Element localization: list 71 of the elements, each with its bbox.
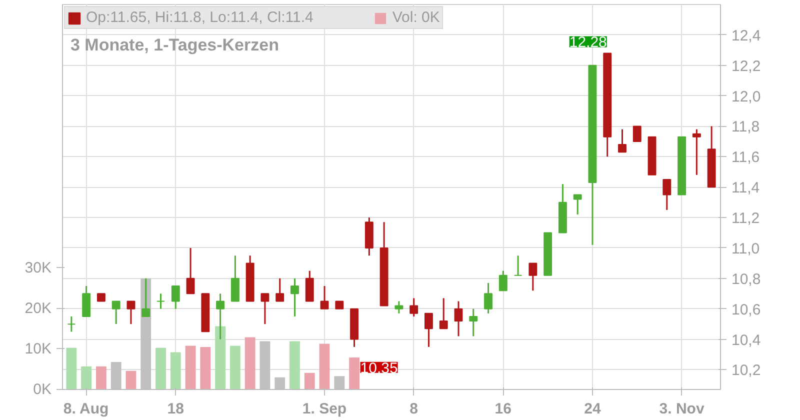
bar	[349, 357, 360, 390]
candlestick	[112, 300, 120, 325]
x-tick-label: 18	[167, 400, 184, 418]
y2-tick-label: 20K	[24, 300, 52, 317]
candlestick	[305, 270, 314, 302]
candlestick	[290, 278, 299, 318]
candlestick	[394, 300, 404, 314]
bar	[170, 352, 181, 390]
y-tick-label: 11,4	[732, 180, 760, 197]
bar	[215, 326, 226, 390]
y-tick-label: 11,8	[732, 118, 760, 136]
candlestick	[484, 282, 492, 314]
x-tick-label: 8	[410, 400, 418, 418]
candlestick	[424, 312, 433, 348]
annotation: 12,28	[569, 34, 607, 52]
y2-tick-label: 10K	[24, 340, 52, 358]
candlestick	[469, 308, 478, 337]
bar	[126, 370, 136, 390]
candlestick	[276, 278, 284, 302]
candlestick	[410, 297, 418, 318]
x-tick-label: 24	[584, 400, 602, 418]
candlestick	[573, 194, 582, 216]
bar	[319, 344, 330, 390]
annotation: 10,35	[360, 360, 398, 377]
x-tick-label: 1. Sep	[302, 400, 347, 418]
candlestick	[514, 254, 522, 276]
candlestick	[156, 292, 165, 310]
bar	[96, 366, 106, 390]
candlestick	[67, 316, 76, 332]
text: 3 Monate, 1-Tages-Kerzen	[70, 36, 279, 54]
y2-tick-label: 0K	[33, 381, 52, 398]
candlestick	[528, 262, 538, 292]
bar	[156, 348, 166, 390]
bar	[230, 346, 240, 390]
y-tick-label: 10,6	[732, 301, 761, 318]
candlestick	[230, 254, 240, 302]
candlestick	[320, 285, 329, 310]
candlestick	[126, 300, 136, 325]
candlestick	[632, 126, 642, 142]
candlestick	[171, 285, 180, 310]
y-tick-label: 11,2	[732, 210, 760, 228]
candlestick	[498, 270, 508, 292]
candlestick	[692, 128, 701, 176]
y2-tick-label: 30K	[24, 259, 52, 276]
legend-label: Vol: 0K	[392, 9, 440, 26]
bar	[185, 346, 196, 390]
y-tick-label: 10,8	[732, 270, 761, 288]
y-tick-label: 12,0	[732, 88, 761, 106]
y-tick-label: 10,2	[732, 362, 761, 380]
y-tick-label: 11,6	[732, 149, 760, 166]
candlestick	[82, 285, 91, 318]
y-tick-label: 11,0	[732, 240, 760, 258]
x-tick-label: 16	[494, 400, 512, 418]
bar	[244, 337, 256, 390]
bar	[66, 348, 77, 390]
bar	[81, 366, 92, 390]
bar	[304, 372, 315, 390]
x-tick-label: 3. Nov	[659, 400, 705, 418]
y-tick-label: 10,4	[732, 332, 761, 349]
bar	[290, 341, 300, 390]
y-tick-label: 12,2	[732, 58, 761, 75]
bar	[200, 346, 211, 390]
legend-label: Op:11.65, Hi:11.8, Lo:11.4, Cl:11.4	[86, 9, 314, 26]
candlestick	[186, 247, 195, 294]
y-tick-label: 12,4	[732, 27, 761, 44]
candlestick	[439, 297, 448, 330]
candlestick	[618, 128, 626, 153]
candlestick	[454, 300, 463, 337]
candlestick	[662, 178, 672, 211]
candlestick	[260, 292, 270, 325]
x-tick-label: 8. Aug	[63, 400, 109, 418]
